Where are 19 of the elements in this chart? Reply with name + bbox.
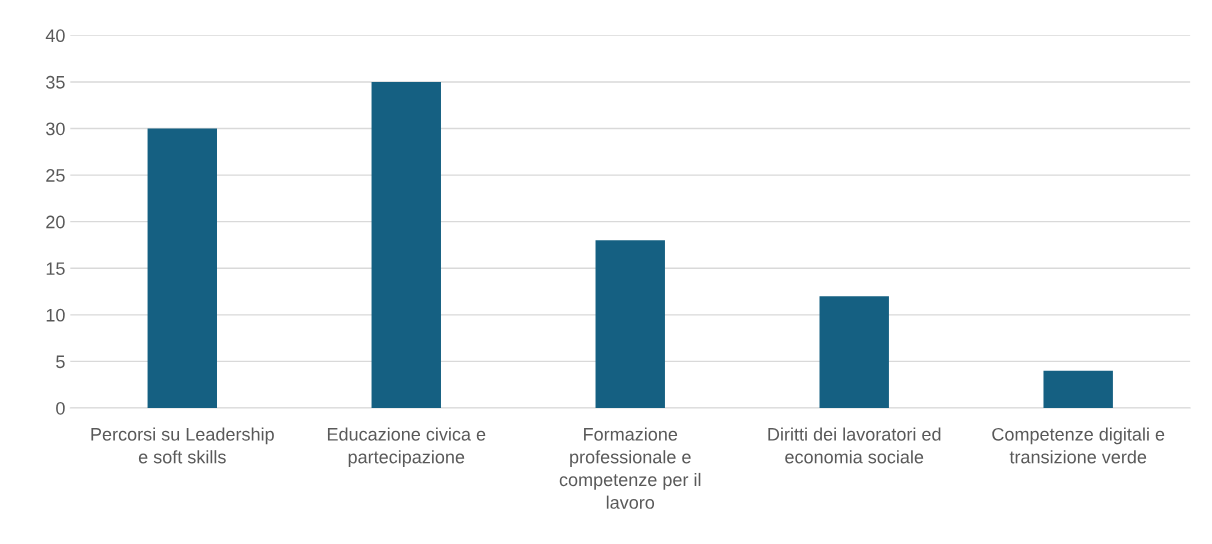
x-tick-label: Formazione professionale e competenze per il lavoro xyxy=(559,427,701,509)
bar xyxy=(147,128,217,408)
bar xyxy=(819,296,889,408)
y-tick-label: 20 xyxy=(46,215,65,229)
y-tick-label: 30 xyxy=(46,122,65,136)
y-tick-label: 25 xyxy=(46,169,65,182)
x-tick-label: Educazione civica e partecipazione xyxy=(327,427,486,467)
y-tick-label: 10 xyxy=(46,308,65,322)
bar xyxy=(595,240,665,408)
bar xyxy=(1043,370,1113,408)
y-tick-label: 15 xyxy=(46,262,65,275)
x-tick-label: Diritti dei lavoratori ed economia sociale xyxy=(768,427,941,464)
x-tick-label: Percorsi su Leadership e soft skills xyxy=(91,427,274,464)
y-tick-label: 0 xyxy=(56,401,65,415)
y-tick-label: 5 xyxy=(56,355,65,369)
x-tick-label: Competenze digitali e transizione verde xyxy=(992,427,1165,464)
bar xyxy=(371,81,441,408)
y-tick-label: 35 xyxy=(46,75,65,89)
y-tick-label: 40 xyxy=(45,29,65,43)
